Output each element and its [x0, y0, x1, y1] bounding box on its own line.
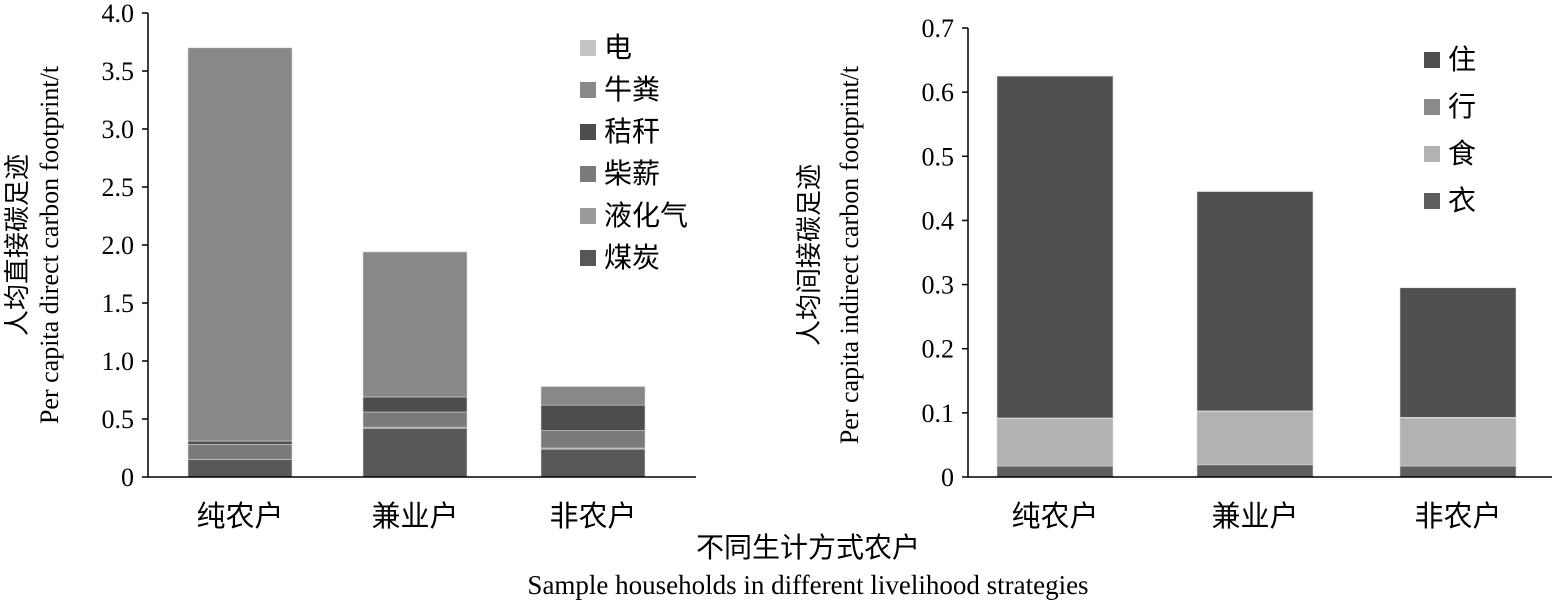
bar-segment — [187, 47, 293, 442]
bar-segment — [1399, 465, 1517, 478]
category-label: 兼业户 — [1211, 500, 1298, 533]
bar-segment — [540, 430, 646, 449]
y-axis-ticks: 0 0.5 1.0 1.5 2.0 2.5 3.0 3.5 4.0 — [102, 0, 148, 492]
bar-segment — [540, 386, 646, 406]
y-axis-label-cn: 人均直接碳足迹 — [3, 154, 32, 336]
y-tick-label: 2.5 — [102, 173, 135, 202]
legend-swatch — [580, 208, 596, 224]
legend-swatch — [580, 82, 596, 98]
bar-segment — [187, 459, 293, 478]
y-tick-label: 0 — [121, 463, 134, 492]
bars — [996, 75, 1517, 478]
category-labels: 纯农户 兼业户 非农户 — [1011, 500, 1501, 533]
category-labels: 纯农户 兼业户 非农户 — [196, 500, 636, 533]
legend-swatch — [1424, 99, 1440, 115]
category-label: 纯农户 — [1011, 500, 1098, 533]
legend-label: 食 — [1448, 138, 1476, 170]
y-tick-label: 0.5 — [102, 405, 135, 434]
legend-label: 柴薪 — [604, 158, 660, 190]
bar-segment — [362, 411, 468, 428]
legend-label: 住 — [1448, 44, 1476, 76]
y-tick-label: 2.0 — [102, 231, 135, 260]
bar-segment — [996, 418, 1114, 467]
y-tick-label: 0.2 — [922, 335, 955, 364]
bar-segment — [1196, 191, 1314, 412]
legend-label: 行 — [1448, 91, 1476, 123]
y-axis-label-en: Per capita indirect carbon footprint/t — [835, 65, 864, 444]
y-axis-label-en: Per capita direct carbon footprint/t — [35, 65, 64, 424]
x-axis-label-cn: 不同生计方式农户 — [696, 532, 920, 564]
category-label: 非农户 — [1414, 500, 1501, 533]
y-tick-label: 4.0 — [102, 0, 135, 28]
y-tick-label: 1.0 — [102, 347, 135, 376]
y-tick-label: 0.4 — [922, 206, 955, 235]
bar-segment — [187, 440, 293, 445]
y-tick-label: 1.5 — [102, 289, 135, 318]
bar-segment — [1196, 464, 1314, 478]
bar-segment — [362, 396, 468, 413]
y-tick-label: 0 — [941, 463, 954, 492]
y-axis-ticks: 0 0.1 0.2 0.3 0.4 0.5 0.6 0.7 — [922, 14, 968, 492]
y-axis-label-cn: 人均间接碳足迹 — [795, 164, 824, 346]
bar-segment — [362, 251, 468, 398]
bars — [187, 47, 646, 478]
category-label: 纯农户 — [196, 500, 283, 533]
legend-label: 煤炭 — [604, 242, 660, 274]
bar-segment — [362, 427, 468, 478]
bar-segment — [540, 404, 646, 431]
y-tick-label: 3.0 — [102, 115, 135, 144]
y-tick-label: 0.3 — [922, 271, 955, 300]
category-label: 兼业户 — [371, 500, 458, 533]
y-tick-label: 3.5 — [102, 57, 135, 86]
bar-segment — [996, 75, 1114, 419]
legend-swatch — [580, 40, 596, 56]
y-tick-label: 0.5 — [922, 142, 955, 171]
legend-label: 秸秆 — [604, 116, 660, 148]
legend-label: 电 — [604, 32, 632, 64]
y-tick-label: 0.1 — [922, 399, 955, 428]
legend-swatch — [1424, 146, 1440, 162]
direct-carbon-chart: 0 0.5 1.0 1.5 2.0 2.5 3.0 3.5 4.0 纯农户 兼业户 非农户 人均直接… — [3, 0, 696, 533]
legend-swatch — [580, 124, 596, 140]
bar-segment — [1196, 411, 1314, 466]
bar-segment — [187, 444, 293, 460]
legend-label: 衣 — [1448, 185, 1476, 217]
x-axis-label-en: Sample households in different livelihoo… — [527, 570, 1088, 600]
legend-label: 牛粪 — [604, 74, 660, 106]
bar-segment — [1399, 287, 1517, 418]
bar-segment — [1399, 417, 1517, 467]
legend-swatch — [1424, 193, 1440, 209]
y-tick-label: 0.7 — [922, 14, 955, 43]
legend-swatch — [580, 250, 596, 266]
legend-swatch — [1424, 52, 1440, 68]
legend-swatch — [580, 166, 596, 182]
y-tick-label: 0.6 — [922, 78, 955, 107]
category-label: 非农户 — [549, 500, 636, 533]
indirect-carbon-chart: 0 0.1 0.2 0.3 0.4 0.5 0.6 0.7 纯农户 兼业户 非农户 人均间接碳足迹… — [795, 14, 1552, 533]
legend-label: 液化气 — [604, 200, 688, 232]
bar-segment — [540, 448, 646, 478]
bar-segment — [996, 465, 1114, 478]
